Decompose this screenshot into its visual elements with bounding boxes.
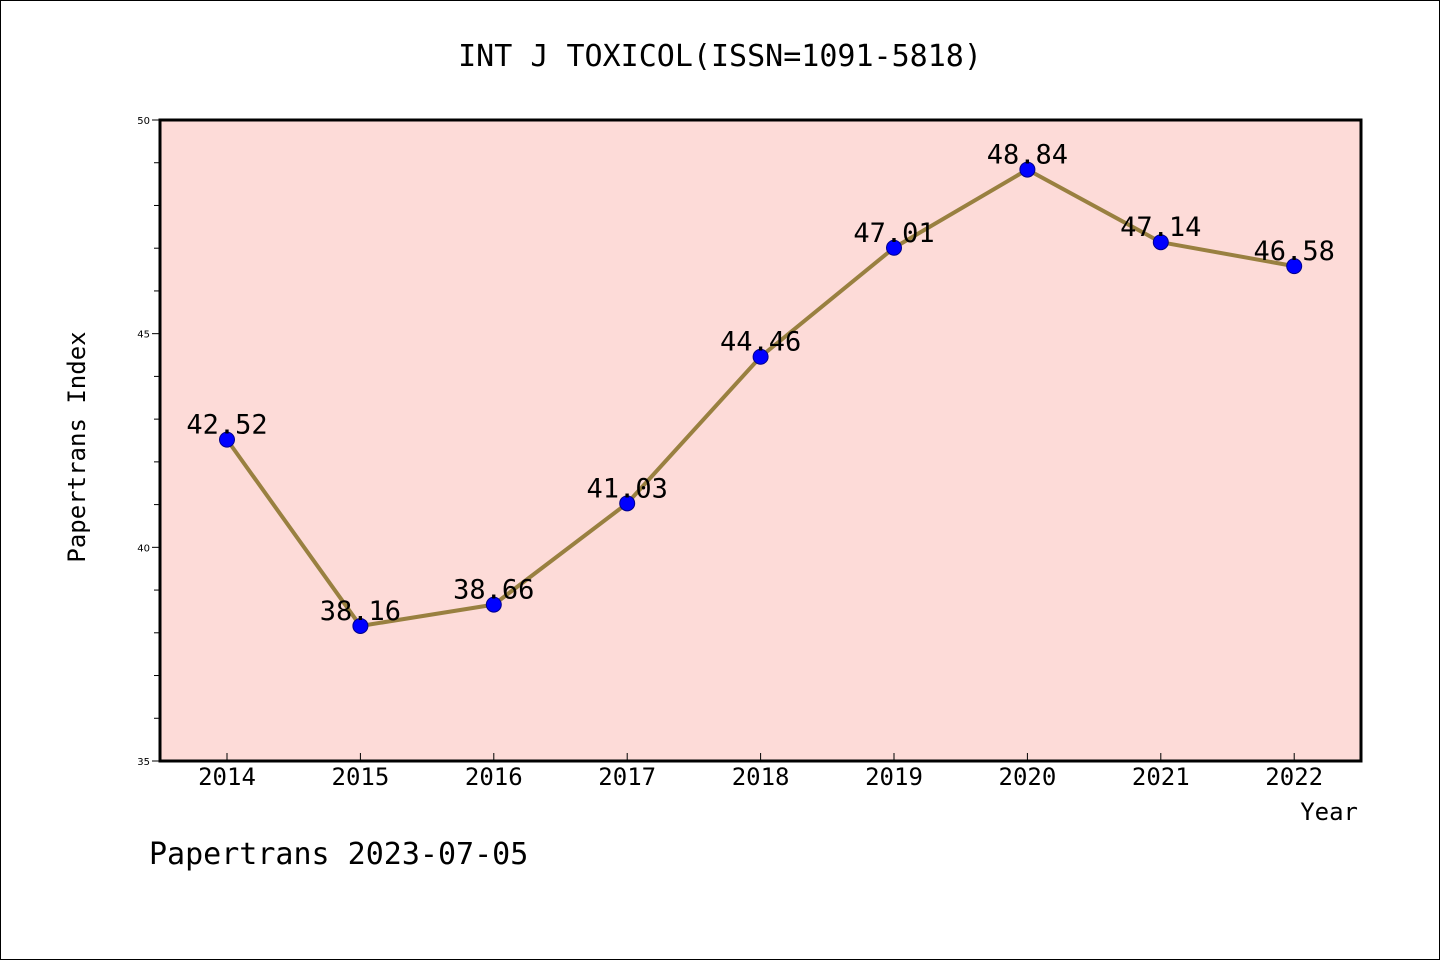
x-tick-label: 2015 bbox=[332, 763, 390, 791]
plot-area bbox=[160, 120, 1361, 761]
x-tick-label: 2017 bbox=[598, 763, 656, 791]
y-axis-ticks: 35 40 45 50 bbox=[137, 116, 160, 768]
data-label: 47.01 bbox=[853, 218, 934, 249]
data-label: 46.58 bbox=[1254, 236, 1335, 267]
data-label: 41.03 bbox=[587, 473, 668, 504]
x-tick-label: 2014 bbox=[198, 763, 256, 791]
x-tick-label: 2021 bbox=[1132, 763, 1190, 791]
x-axis-title: Year bbox=[1300, 798, 1358, 826]
data-label: 42.52 bbox=[186, 410, 267, 441]
y-tick-label: 45 bbox=[137, 330, 150, 341]
x-tick-label: 2022 bbox=[1265, 763, 1323, 791]
data-point bbox=[1019, 161, 1036, 178]
data-label: 38.16 bbox=[320, 596, 401, 627]
data-label: 38.66 bbox=[453, 575, 534, 606]
data-point bbox=[485, 596, 502, 613]
data-label: 44.46 bbox=[720, 327, 801, 358]
y-tick-label: 35 bbox=[137, 757, 150, 768]
series-layer bbox=[219, 161, 1303, 634]
data-point bbox=[619, 495, 636, 512]
x-tick-label: 2016 bbox=[465, 763, 523, 791]
x-tick-label: 2020 bbox=[999, 763, 1057, 791]
y-tick-label: 40 bbox=[137, 543, 150, 554]
data-point bbox=[219, 431, 235, 448]
x-tick-label: 2018 bbox=[732, 763, 790, 791]
plot-border bbox=[158, 118, 1363, 763]
data-point bbox=[1286, 258, 1303, 275]
x-axis-ticks: 2014 2015 2016 2017 2018 2019 2020 2021 2022 bbox=[198, 753, 1323, 791]
data-label: 47.14 bbox=[1120, 212, 1201, 243]
data-labels: 42.52 38.16 38.66 41.03 44.46 47.01 48.84 47.14… bbox=[186, 140, 1334, 627]
data-point bbox=[886, 239, 902, 256]
x-tick-label: 2019 bbox=[865, 763, 923, 791]
data-point bbox=[352, 617, 369, 634]
data-label: 48.84 bbox=[987, 140, 1068, 171]
data-point bbox=[752, 348, 769, 365]
footer-date: Papertrans 2023-07-05 bbox=[149, 837, 528, 872]
data-point bbox=[1152, 234, 1169, 251]
y-tick-label: 50 bbox=[137, 116, 150, 127]
y-axis-title: Papertrans Index bbox=[63, 331, 91, 562]
chart-title: INT J TOXICOL(ISSN=1091-5818) bbox=[458, 39, 982, 74]
